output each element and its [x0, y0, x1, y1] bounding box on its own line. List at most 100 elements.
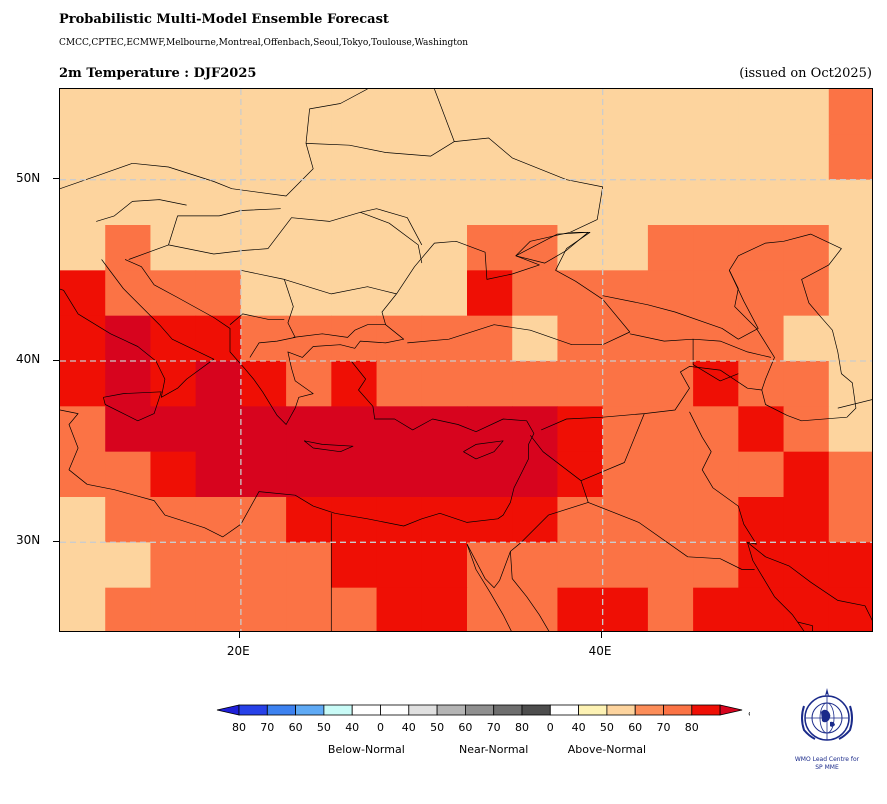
probability-cell: [421, 270, 468, 317]
probability-cell: [602, 451, 649, 498]
logo-line-2: SP MME: [815, 764, 839, 771]
probability-cell: [105, 497, 151, 543]
probability-cell: [421, 225, 468, 271]
probability-cell: [647, 315, 694, 362]
probability-cell: [738, 134, 785, 181]
probability-cell: [376, 225, 423, 271]
probability-cell: [512, 225, 558, 271]
probability-cell: [376, 542, 423, 589]
probability-cell: [647, 270, 694, 317]
probability-cell: [512, 497, 558, 543]
coastline-border-line: [747, 542, 805, 631]
probability-cell: [421, 542, 468, 589]
probability-cell: [286, 225, 332, 271]
legend-color-box: [464, 704, 495, 716]
probability-cell: [693, 587, 739, 631]
legend-color-box: [380, 704, 410, 716]
legend-color-box: [295, 704, 325, 716]
coastline-border-line: [60, 360, 535, 538]
coastline-border-line: [132, 89, 368, 197]
probability-cell: [738, 270, 785, 317]
probability-cell: [195, 406, 242, 453]
probability-cell: [240, 270, 287, 317]
probability-cell: [512, 270, 558, 317]
probability-cell: [738, 497, 785, 543]
probability-legend: % 80 70 60 50 40 0 40 50 60 70 80 0 40 50 60 70 80 Below-N…: [216, 704, 750, 756]
probability-cell: [331, 89, 378, 135]
probability-cell: [331, 587, 378, 631]
probability-cell: [738, 225, 785, 271]
probability-cell: [60, 134, 106, 181]
probability-cell: [240, 361, 287, 407]
probability-cell: [150, 497, 197, 543]
probability-cell: [467, 542, 513, 589]
probability-cell: [286, 361, 332, 407]
probability-cell: [557, 134, 604, 181]
probability-cell: [557, 497, 604, 543]
probability-cell: [647, 542, 694, 589]
probability-cell: [512, 361, 558, 407]
probability-cell: [783, 134, 830, 181]
probability-cell: [150, 406, 197, 453]
probability-cell: [512, 179, 558, 226]
probability-cell: [376, 134, 423, 181]
legend-tick-label: 80: [685, 721, 699, 734]
probability-cell: [557, 542, 604, 589]
legend-high-extend: [719, 704, 743, 716]
probability-cell: [376, 361, 423, 407]
coastline-border-line: [747, 542, 872, 621]
legend-color-box: [549, 704, 579, 716]
legend-tick-label: 50: [317, 721, 331, 734]
probability-cell: [467, 134, 513, 181]
probability-cell: [150, 451, 197, 498]
probability-cell: [828, 179, 872, 226]
probability-cell: [150, 270, 197, 317]
probability-cell: [105, 179, 151, 226]
map-title: Probabilistic Multi-Model Ensemble Forec…: [59, 12, 389, 27]
probability-cell: [828, 315, 872, 362]
probability-cell: [240, 315, 287, 362]
legend-color-box: [493, 704, 523, 716]
probability-cell: [783, 587, 830, 631]
probability-cell: [195, 270, 242, 317]
legend-tick-label: 50: [600, 721, 614, 734]
probability-cell: [738, 179, 785, 226]
legend-tick-label: 80: [515, 721, 529, 734]
latitude-label: 50N: [16, 170, 41, 185]
legend-color-box: [266, 704, 296, 716]
probability-cell: [693, 225, 739, 271]
probability-cell: [195, 225, 242, 271]
probability-cell: [286, 542, 332, 589]
probability-cell: [557, 315, 604, 362]
probability-cell: [105, 134, 151, 181]
probability-cell: [647, 179, 694, 226]
probability-cell: [60, 542, 106, 589]
probability-cell: [783, 315, 830, 362]
probability-cell: [286, 497, 332, 543]
legend-color-box: [238, 704, 268, 716]
coastline-border-line: [103, 391, 162, 422]
probability-cell: [467, 89, 513, 135]
probability-cell: [421, 406, 468, 453]
coastline-border-line: [60, 259, 215, 398]
probability-cell: [693, 315, 739, 362]
probability-cell: [783, 179, 830, 226]
legend-group-label: Below-Normal: [328, 743, 405, 756]
probability-cell: [647, 225, 694, 271]
longitude-label: 20E: [226, 644, 250, 658]
probability-cell: [647, 451, 694, 498]
probability-cell: [602, 225, 649, 271]
probability-cell: [105, 225, 151, 271]
coastline-border-line: [240, 269, 397, 295]
legend-group-label: Above-Normal: [568, 743, 646, 756]
probability-cell: [60, 270, 106, 317]
probability-cell: [376, 406, 423, 453]
probability-cell: [602, 179, 649, 226]
probability-cell: [105, 361, 151, 407]
coastline-border-line: [128, 211, 423, 264]
legend-color-box: [436, 704, 466, 716]
probability-cell: [512, 451, 558, 498]
probability-cell: [602, 315, 649, 362]
probability-cell: [421, 134, 468, 181]
probability-cell: [557, 361, 604, 407]
